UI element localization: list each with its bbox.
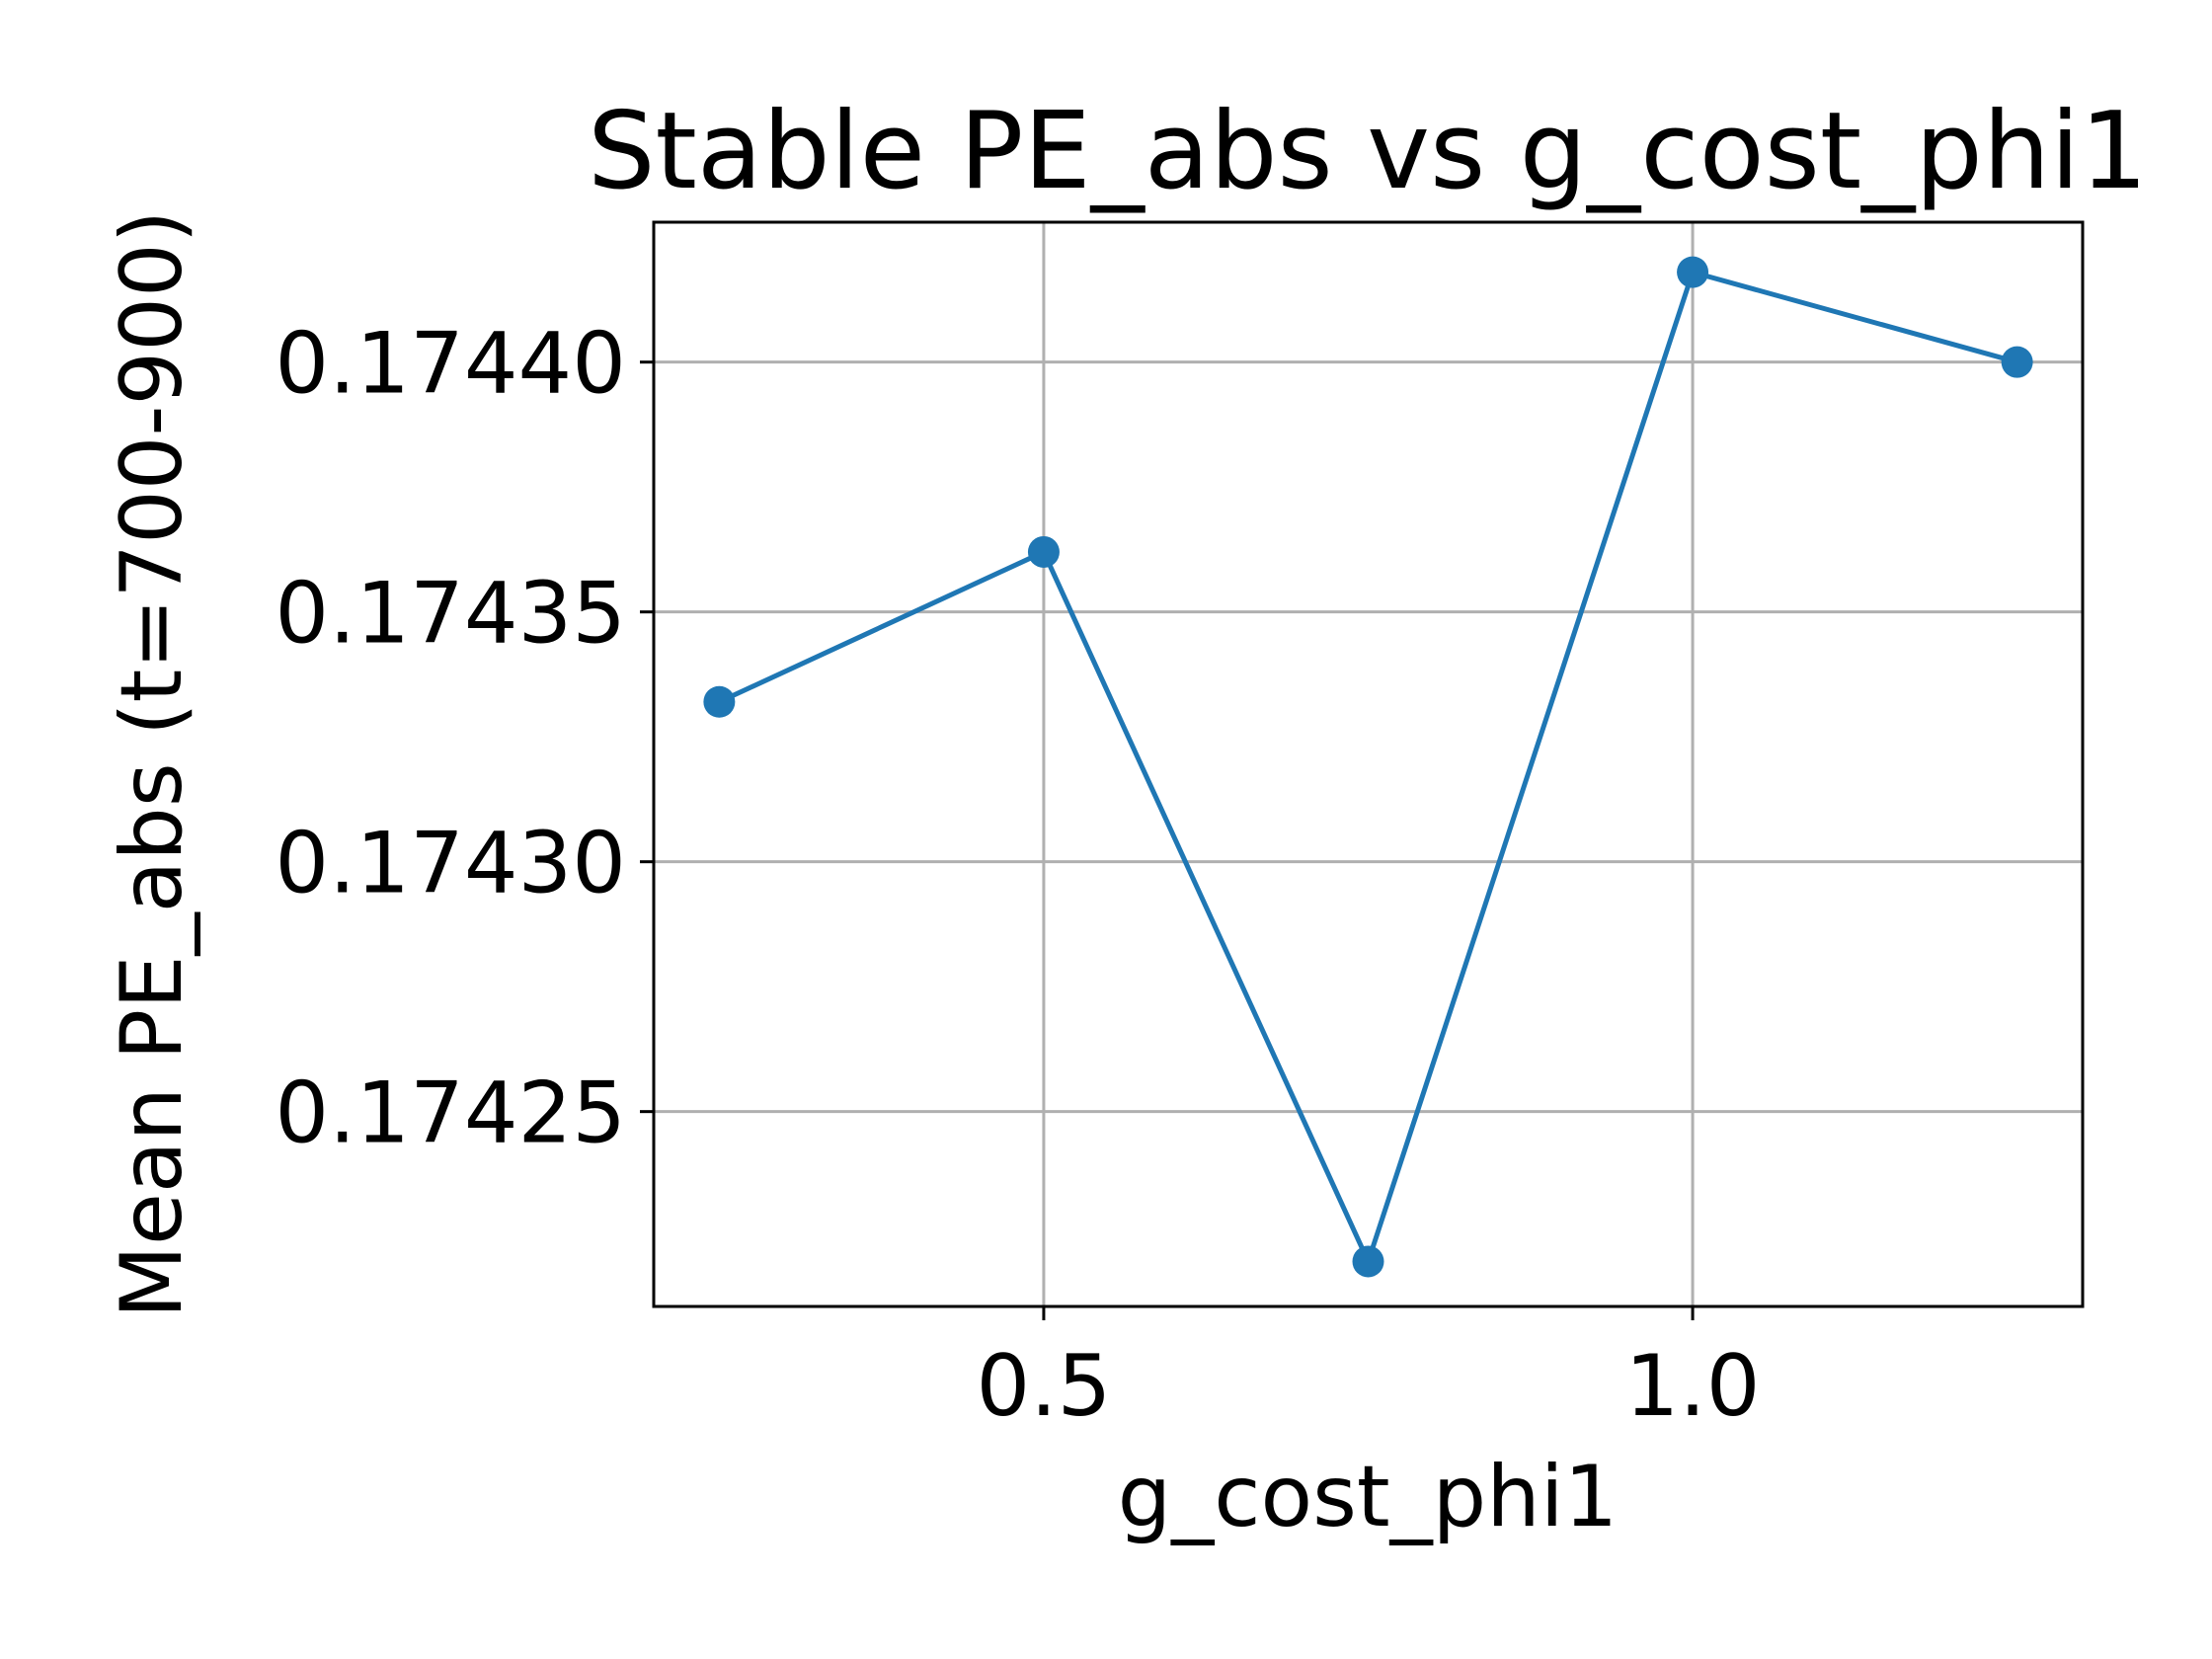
data-point — [1677, 256, 1709, 288]
data-layer — [703, 256, 2033, 1278]
data-point — [1352, 1245, 1384, 1278]
y-tick-label: 0.17425 — [275, 1065, 626, 1163]
y-tick-label: 0.17435 — [275, 565, 626, 664]
y-tick-label: 0.17430 — [275, 815, 626, 913]
x-tick-label: 0.5 — [977, 1337, 1112, 1436]
series-line — [718, 270, 2018, 1264]
data-point — [2001, 346, 2033, 378]
y-axis-label: Mean PE_abs (t=700-900) — [103, 210, 201, 1319]
plot-frame — [652, 220, 2085, 1308]
chart-title: Stable PE_abs vs g_cost_phi1 — [588, 90, 2148, 213]
y-tick-label: 0.17440 — [275, 315, 626, 414]
tick-layer: 0.5 1.0 0.17425 0.17430 0.17435 0.17440 — [275, 315, 1760, 1436]
data-point — [1027, 535, 1060, 568]
grid-layer — [654, 222, 2083, 1306]
x-axis-label: g_cost_phi1 — [1118, 1448, 1619, 1546]
data-point — [703, 685, 736, 718]
x-tick-label: 1.0 — [1625, 1337, 1761, 1436]
